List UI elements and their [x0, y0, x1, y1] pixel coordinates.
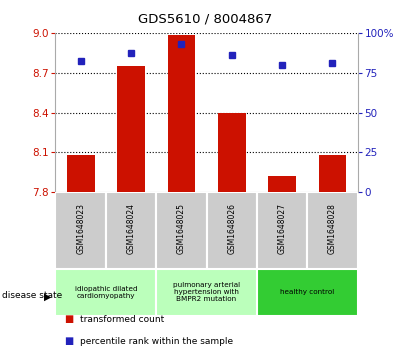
- Bar: [319, 155, 346, 192]
- Text: GSM1648024: GSM1648024: [127, 204, 136, 254]
- Text: idiopathic dilated
cardiomyopathy: idiopathic dilated cardiomyopathy: [74, 286, 137, 299]
- Text: GSM1648027: GSM1648027: [277, 204, 286, 254]
- Bar: [55, 269, 156, 316]
- Bar: [218, 113, 245, 192]
- Text: ■: ■: [64, 314, 73, 325]
- Text: ▶: ▶: [44, 291, 51, 302]
- Text: percentile rank within the sample: percentile rank within the sample: [80, 337, 233, 346]
- Bar: [106, 192, 156, 269]
- Text: ■: ■: [64, 336, 73, 346]
- Text: disease state: disease state: [2, 291, 62, 300]
- Text: GSM1648023: GSM1648023: [76, 204, 85, 254]
- Bar: [307, 192, 358, 269]
- Text: GSM1648028: GSM1648028: [328, 204, 337, 254]
- Text: transformed count: transformed count: [80, 315, 164, 324]
- Text: GDS5610 / 8004867: GDS5610 / 8004867: [139, 13, 272, 26]
- Text: healthy control: healthy control: [280, 289, 334, 295]
- Bar: [168, 35, 195, 192]
- Bar: [156, 269, 257, 316]
- Text: GSM1648026: GSM1648026: [227, 204, 236, 254]
- Bar: [67, 155, 95, 192]
- Bar: [268, 176, 296, 192]
- Bar: [206, 192, 257, 269]
- Bar: [117, 66, 145, 192]
- Bar: [257, 269, 358, 316]
- Text: pulmonary arterial
hypertension with
BMPR2 mutation: pulmonary arterial hypertension with BMP…: [173, 282, 240, 302]
- Bar: [156, 192, 206, 269]
- Text: GSM1648025: GSM1648025: [177, 204, 186, 254]
- Bar: [257, 192, 307, 269]
- Bar: [55, 192, 106, 269]
